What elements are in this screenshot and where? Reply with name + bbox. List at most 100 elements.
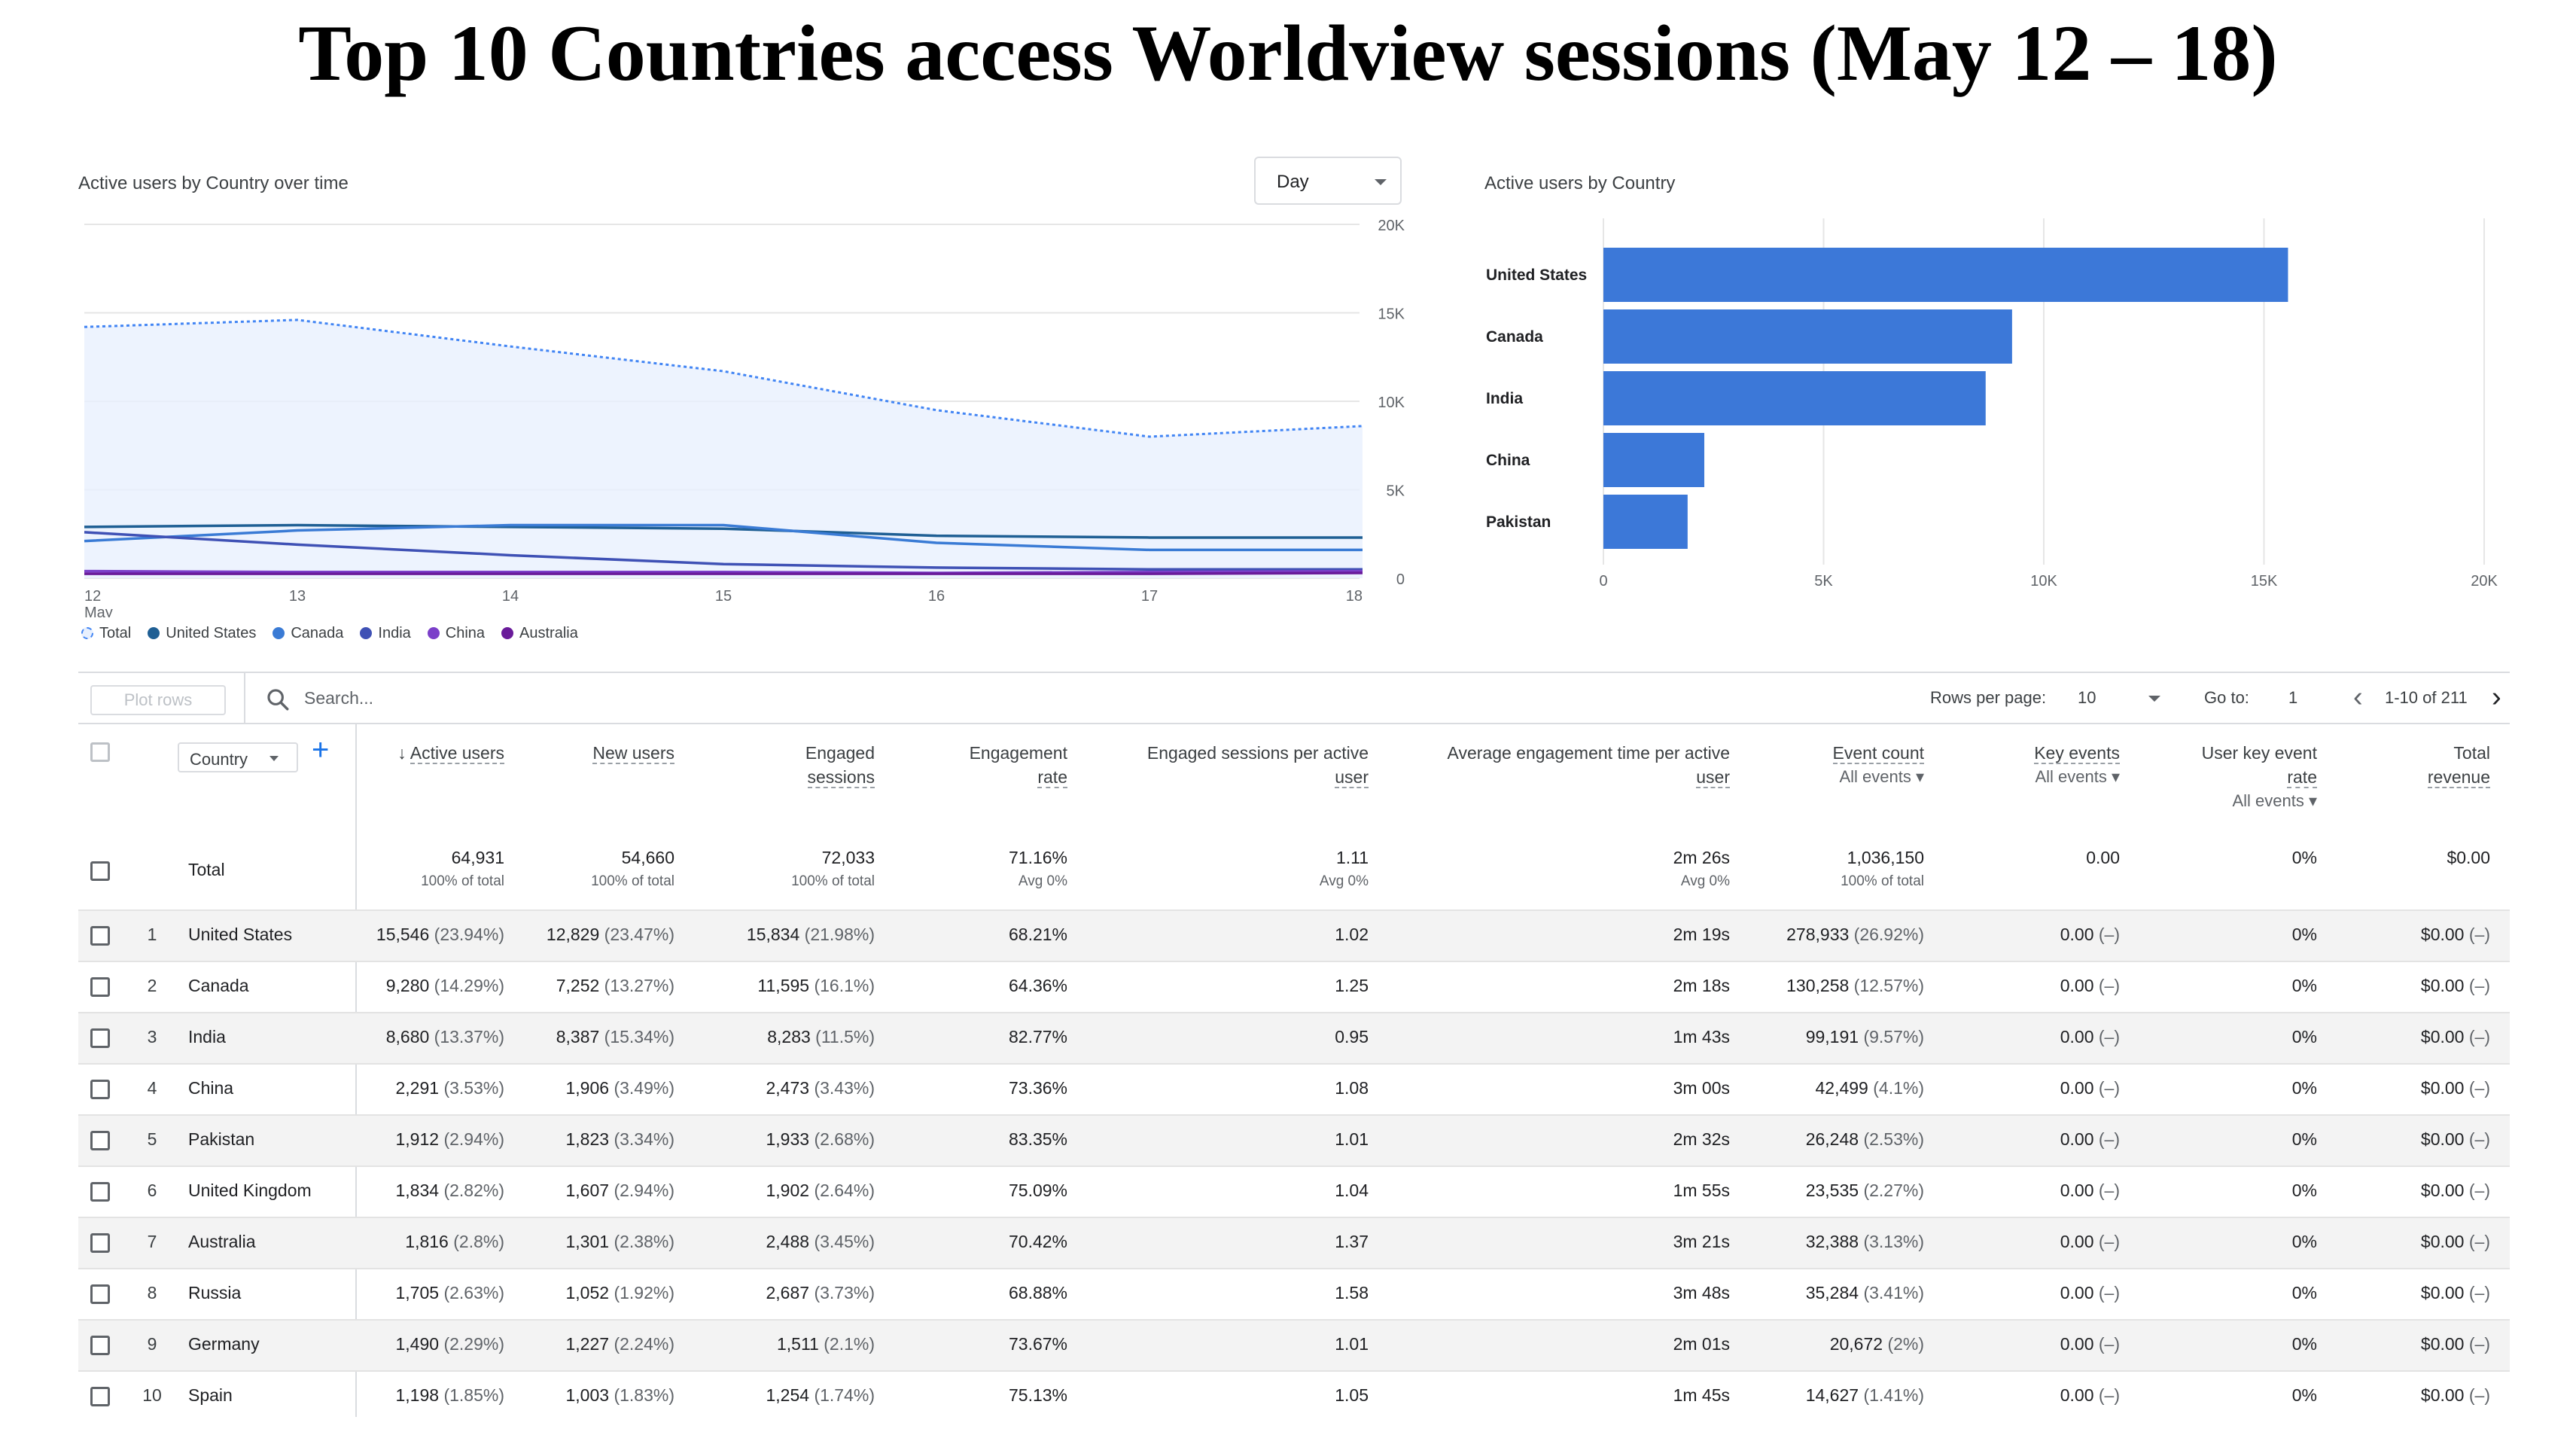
table-row[interactable]: 10 Spain 1,198 (1.85%) 1,003 (1.83%) 1,254 (… <box>78 1370 2510 1421</box>
row-country[interactable]: Pakistan <box>188 1129 255 1149</box>
cell-key-events: 0.00 (–) <box>2060 1385 2120 1406</box>
granularity-select[interactable]: Day <box>1254 157 1402 205</box>
select-all-header-checkbox[interactable] <box>90 742 110 762</box>
series-line-total[interactable] <box>84 318 1363 438</box>
cell-event-count-value: 99,191 <box>1805 1027 1859 1047</box>
row-country[interactable]: India <box>188 1027 226 1047</box>
add-dimension-icon[interactable]: + <box>312 733 330 766</box>
cell-key-events-percent: (–) <box>2098 1027 2120 1047</box>
cell-active-users-percent: (2.8%) <box>453 1232 504 1251</box>
table-row[interactable]: 5 Pakistan 1,912 (2.94%) 1,823 (3.34%) 1,933… <box>78 1114 2510 1165</box>
cell-active-users: 2,291 (3.53%) <box>396 1078 505 1098</box>
cell-total-revenue-value: $0.00 <box>2420 1283 2465 1302</box>
bar-united-states[interactable] <box>1603 248 2288 302</box>
chevron-right-icon[interactable]: › <box>2492 681 2501 713</box>
cell-engagement-rate-value: 73.67% <box>1008 1334 1067 1354</box>
bar-india[interactable] <box>1603 371 1986 425</box>
chevron-left-icon[interactable]: ‹ <box>2353 681 2363 713</box>
header-active-users[interactable]: ↓ Active users <box>397 741 504 765</box>
x-tick-label: 14 <box>502 588 519 605</box>
total-row-checkbox[interactable] <box>90 861 110 881</box>
plot-rows-button[interactable]: Plot rows <box>90 685 226 715</box>
bar-pakistan[interactable] <box>1603 495 1688 549</box>
cell-key-events: 0.00 (–) <box>2060 1027 2120 1047</box>
event-count-filter[interactable]: All events ▾ <box>1833 765 1924 789</box>
cell-total-revenue-percent: (–) <box>2468 1129 2490 1149</box>
cell-engagement-rate-value: 64.36% <box>1008 976 1067 995</box>
cell-event-count-percent: (2.27%) <box>1863 1181 1924 1200</box>
row-country[interactable]: United Kingdom <box>188 1181 312 1200</box>
row-checkbox[interactable] <box>90 1028 110 1048</box>
row-checkbox[interactable] <box>90 926 110 946</box>
legend-item[interactable]: Total <box>81 622 131 644</box>
legend-item[interactable]: Australia <box>501 622 578 644</box>
row-country[interactable]: Russia <box>188 1283 242 1302</box>
header-event-count[interactable]: Event count All events ▾ <box>1832 741 1924 789</box>
row-checkbox[interactable] <box>90 1284 110 1304</box>
key-events-filter[interactable]: All events ▾ <box>2034 765 2120 789</box>
series-line-india[interactable] <box>84 531 1363 571</box>
table-row[interactable]: 7 Australia 1,816 (2.8%) 1,301 (2.38%) 2,488… <box>78 1217 2510 1268</box>
header-user-key-event-rate[interactable]: User key event rate All events ▾ <box>2202 741 2317 813</box>
row-country[interactable]: China <box>188 1078 234 1098</box>
cell-total-revenue: $0.00 (–) <box>2421 1078 2490 1098</box>
series-line-china[interactable] <box>84 569 1363 574</box>
row-checkbox[interactable] <box>90 1131 110 1150</box>
bar-china[interactable] <box>1603 433 1705 487</box>
header-new-users[interactable]: New users <box>592 741 674 765</box>
header-engagement-rate[interactable]: Engagement rate <box>970 741 1067 789</box>
cell-key-events: 0.00 (–) <box>2060 1334 2120 1354</box>
legend-item[interactable]: India <box>360 622 411 644</box>
table-row[interactable]: 6 United Kingdom 1,834 (2.82%) 1,607 (2.94%… <box>78 1165 2510 1217</box>
row-checkbox[interactable] <box>90 1387 110 1406</box>
total-new-users-sub: 100% of total <box>591 873 674 889</box>
cell-active-users: 8,680 (13.37%) <box>386 1027 504 1047</box>
cell-event-count-value: 278,933 <box>1786 925 1850 944</box>
row-checkbox[interactable] <box>90 977 110 997</box>
series-line-canada[interactable] <box>84 523 1363 552</box>
table-row[interactable]: 8 Russia 1,705 (2.63%) 1,052 (1.92%) 2,687 (… <box>78 1268 2510 1319</box>
row-country[interactable]: Spain <box>188 1385 233 1405</box>
bar-canada[interactable] <box>1603 309 2012 364</box>
cell-new-users-percent: (2.94%) <box>614 1181 674 1200</box>
row-country[interactable]: Germany <box>188 1334 260 1354</box>
row-rank: 5 <box>147 1129 157 1149</box>
row-rank: 6 <box>147 1181 157 1200</box>
row-checkbox[interactable] <box>90 1336 110 1355</box>
table-row[interactable]: 4 China 2,291 (3.53%) 1,906 (3.49%) 2,473 (3… <box>78 1063 2510 1114</box>
cell-key-events-percent: (–) <box>2098 1181 2120 1200</box>
series-line-australia[interactable] <box>84 571 1363 575</box>
legend-label: China <box>445 624 486 641</box>
goto-input[interactable]: 1 <box>2288 688 2298 707</box>
header-aet-line1: Average engagement time per active <box>1447 743 1730 763</box>
header-key-events[interactable]: Key events All events ▾ <box>2034 741 2120 789</box>
legend-item[interactable]: China <box>427 622 486 644</box>
cell-engagement-rate: 73.67% <box>1009 1334 1067 1354</box>
table-row[interactable]: 1 United States 15,546 (23.94%) 12,829 (23.… <box>78 909 2510 961</box>
ukr-filter[interactable]: All events ▾ <box>2202 789 2317 813</box>
header-engaged-sessions-per-user[interactable]: Engaged sessions per active user <box>1147 741 1369 789</box>
search-icon[interactable] <box>265 687 291 712</box>
rows-per-page-select[interactable]: 10 <box>2078 688 2168 708</box>
row-country[interactable]: Canada <box>188 976 249 995</box>
cell-engagement-rate: 82.77% <box>1009 1027 1067 1047</box>
search-input[interactable]: Search... <box>304 688 374 708</box>
header-total-revenue[interactable]: Total revenue <box>2427 741 2490 789</box>
row-checkbox[interactable] <box>90 1080 110 1099</box>
cell-event-count-percent: (3.41%) <box>1863 1283 1924 1302</box>
cell-aet-value: 1m 45s <box>1673 1385 1730 1405</box>
table-row[interactable]: 3 India 8,680 (13.37%) 8,387 (15.34%) 8,283 … <box>78 1012 2510 1063</box>
x-tick-label: 17 <box>1141 588 1158 605</box>
table-row[interactable]: 9 Germany 1,490 (2.29%) 1,227 (2.24%) 1,511 … <box>78 1319 2510 1370</box>
header-engaged-sessions[interactable]: Engaged sessions <box>805 741 875 789</box>
series-line-united-states[interactable] <box>84 523 1363 539</box>
legend-item[interactable]: Canada <box>273 622 343 644</box>
row-country[interactable]: Australia <box>188 1232 256 1251</box>
header-avg-engagement-time[interactable]: Average engagement time per active user <box>1448 741 1730 789</box>
dimension-select[interactable]: Country <box>178 742 298 772</box>
legend-item[interactable]: United States <box>148 622 256 644</box>
row-country[interactable]: United States <box>188 925 293 944</box>
row-checkbox[interactable] <box>90 1233 110 1253</box>
row-checkbox[interactable] <box>90 1182 110 1202</box>
table-row[interactable]: 2 Canada 9,280 (14.29%) 7,252 (13.27%) 11,59… <box>78 961 2510 1012</box>
